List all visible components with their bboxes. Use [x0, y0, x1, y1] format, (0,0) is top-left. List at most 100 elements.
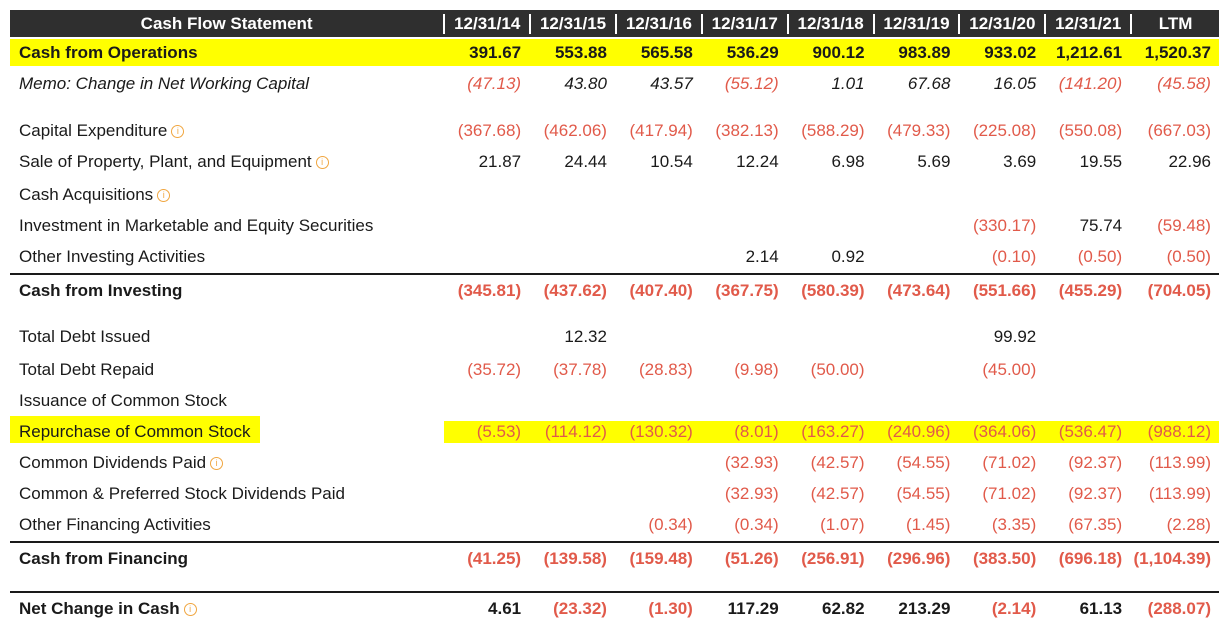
value-cell: (37.78): [553, 359, 607, 379]
value-cell: (130.32): [629, 421, 693, 441]
info-icon[interactable]: i: [171, 124, 185, 138]
value-cell: (345.81): [457, 280, 522, 300]
table-row: Cash from Financing (41.25) (139.58) (159.4…: [10, 545, 1219, 572]
value-cell: (704.05): [1147, 280, 1211, 300]
column-header[interactable]: 12/31/17: [700, 13, 787, 34]
value-cell: 6.98: [831, 151, 865, 171]
value-cell: 900.12: [812, 42, 865, 62]
row-label: Cash from Investing: [10, 281, 443, 301]
row-label: Net Change in Cash i: [10, 599, 443, 619]
table-row: Total Debt Issued 12.32 99.92: [10, 323, 1219, 350]
value-cell: (71.02): [982, 483, 1037, 503]
value-cell: (0.10): [991, 246, 1037, 266]
table-row: Other Investing Activities 2.14 0.92 (0.10)…: [10, 243, 1219, 270]
value-cell: (367.75): [715, 280, 779, 300]
row-label: Other Investing Activities: [10, 247, 443, 267]
value-cell: (3.35): [991, 514, 1037, 534]
value-cell: 67.68: [907, 73, 951, 93]
value-cell: 12.24: [736, 151, 779, 171]
value-cell: (288.07): [1147, 598, 1211, 618]
value-cell: (2.14): [991, 598, 1037, 618]
value-cell: (45.58): [1157, 73, 1211, 93]
column-header[interactable]: 12/31/21: [1044, 13, 1130, 34]
column-header[interactable]: 12/31/15: [529, 13, 615, 34]
value-cell: 1,520.37: [1144, 42, 1211, 62]
value-cell: (988.12): [1147, 421, 1211, 441]
value-cell: 16.05: [993, 73, 1037, 93]
value-cell: 3.69: [1003, 151, 1037, 171]
table-row: Common Dividends Paid i (32.93) (42.57) (54.…: [10, 449, 1219, 476]
value-cell: (139.58): [543, 548, 607, 568]
table-row: Sale of Property, Plant, and Equipment i 2…: [10, 148, 1219, 175]
value-cell: 12.32: [564, 326, 607, 346]
value-cell: (113.99): [1148, 483, 1211, 503]
row-label-text: Other Financing Activities: [19, 514, 211, 534]
row-label: Common Dividends Paid i: [10, 453, 443, 473]
value-cell: 565.58: [640, 42, 693, 62]
value-cell: 43.80: [564, 73, 607, 93]
table-row: Issuance of Common Stock: [10, 387, 1219, 414]
column-header[interactable]: 12/31/18: [786, 13, 873, 34]
value-cell: 213.29: [898, 598, 951, 618]
row-label-text: Net Change in Cash: [19, 598, 180, 618]
value-cell: (92.37): [1068, 483, 1123, 503]
row-label-text: Common Dividends Paid: [19, 452, 207, 472]
value-cell: 10.54: [650, 151, 693, 171]
value-cell: 536.29: [726, 42, 779, 62]
table-row: Cash from Operations 391.67 553.88 565.58 53…: [10, 39, 1219, 66]
info-icon[interactable]: i: [157, 188, 171, 202]
value-cell: (0.50): [1166, 246, 1211, 266]
column-header[interactable]: 12/31/19: [872, 13, 959, 34]
table-row: Memo: Change in Net Working Capital (47.1…: [10, 70, 1219, 97]
value-cell: (296.96): [887, 548, 951, 568]
row-label: Issuance of Common Stock: [10, 391, 443, 411]
row-label-text: Cash from Investing: [19, 280, 183, 300]
row-highlight: [444, 421, 1219, 443]
value-cell: (2.28): [1166, 514, 1211, 534]
row-label: Sale of Property, Plant, and Equipment i: [10, 152, 443, 172]
column-header[interactable]: LTM: [1130, 13, 1219, 34]
table-row: Total Debt Repaid (35.72) (37.78) (28.83) (9…: [10, 356, 1219, 383]
info-icon[interactable]: i: [315, 155, 329, 169]
row-label-text: Capital Expenditure: [19, 120, 168, 140]
value-cell: (55.12): [724, 73, 779, 93]
table-row: Repurchase of Common Stock (5.53) (114.12)…: [10, 415, 1219, 445]
value-cell: (550.08): [1058, 120, 1123, 140]
row-label: Memo: Change in Net Working Capital: [10, 74, 443, 94]
row-label: Other Financing Activities: [10, 515, 443, 535]
row-label: Total Debt Issued: [10, 327, 443, 347]
column-header[interactable]: 12/31/16: [614, 13, 701, 34]
info-icon[interactable]: i: [210, 456, 224, 470]
value-cell: 553.88: [554, 42, 607, 62]
value-cell: (50.00): [810, 359, 865, 379]
row-label-text: Cash Acquisitions: [19, 184, 154, 204]
row-label-text: Sale of Property, Plant, and Equipment: [19, 151, 312, 171]
value-cell: (1,104.39): [1133, 548, 1211, 568]
value-cell: (417.94): [629, 120, 693, 140]
info-icon[interactable]: i: [183, 602, 197, 616]
column-header[interactable]: 12/31/20: [958, 13, 1044, 34]
value-cell: 61.13: [1079, 598, 1123, 618]
value-cell: 391.67: [469, 42, 522, 62]
table-row: Other Financing Activities (0.34) (0.34) (1…: [10, 511, 1219, 538]
value-cell: 1,212.61: [1055, 42, 1123, 62]
value-cell: (364.06): [972, 421, 1037, 441]
table-title: Cash Flow Statement: [140, 13, 313, 33]
value-cell: (0.34): [734, 514, 779, 534]
value-cell: (113.99): [1148, 452, 1211, 472]
value-cell: (5.53): [476, 421, 522, 441]
value-cell: (407.40): [629, 280, 693, 300]
value-cell: 22.96: [1168, 151, 1211, 171]
value-cell: (9.98): [734, 359, 779, 379]
row-label: Total Debt Repaid: [10, 360, 443, 380]
value-cell: (0.34): [648, 514, 693, 534]
value-cell: (0.50): [1077, 246, 1123, 266]
column-header[interactable]: 12/31/14: [443, 13, 529, 34]
row-label: Cash from Financing: [10, 549, 443, 569]
value-cell: 933.02: [984, 42, 1037, 62]
value-cell: (1.30): [648, 598, 693, 618]
value-cell: 19.55: [1079, 151, 1123, 171]
value-cell: (1.07): [820, 514, 865, 534]
value-cell: (455.29): [1058, 280, 1123, 300]
row-label-text: Total Debt Repaid: [19, 359, 155, 379]
